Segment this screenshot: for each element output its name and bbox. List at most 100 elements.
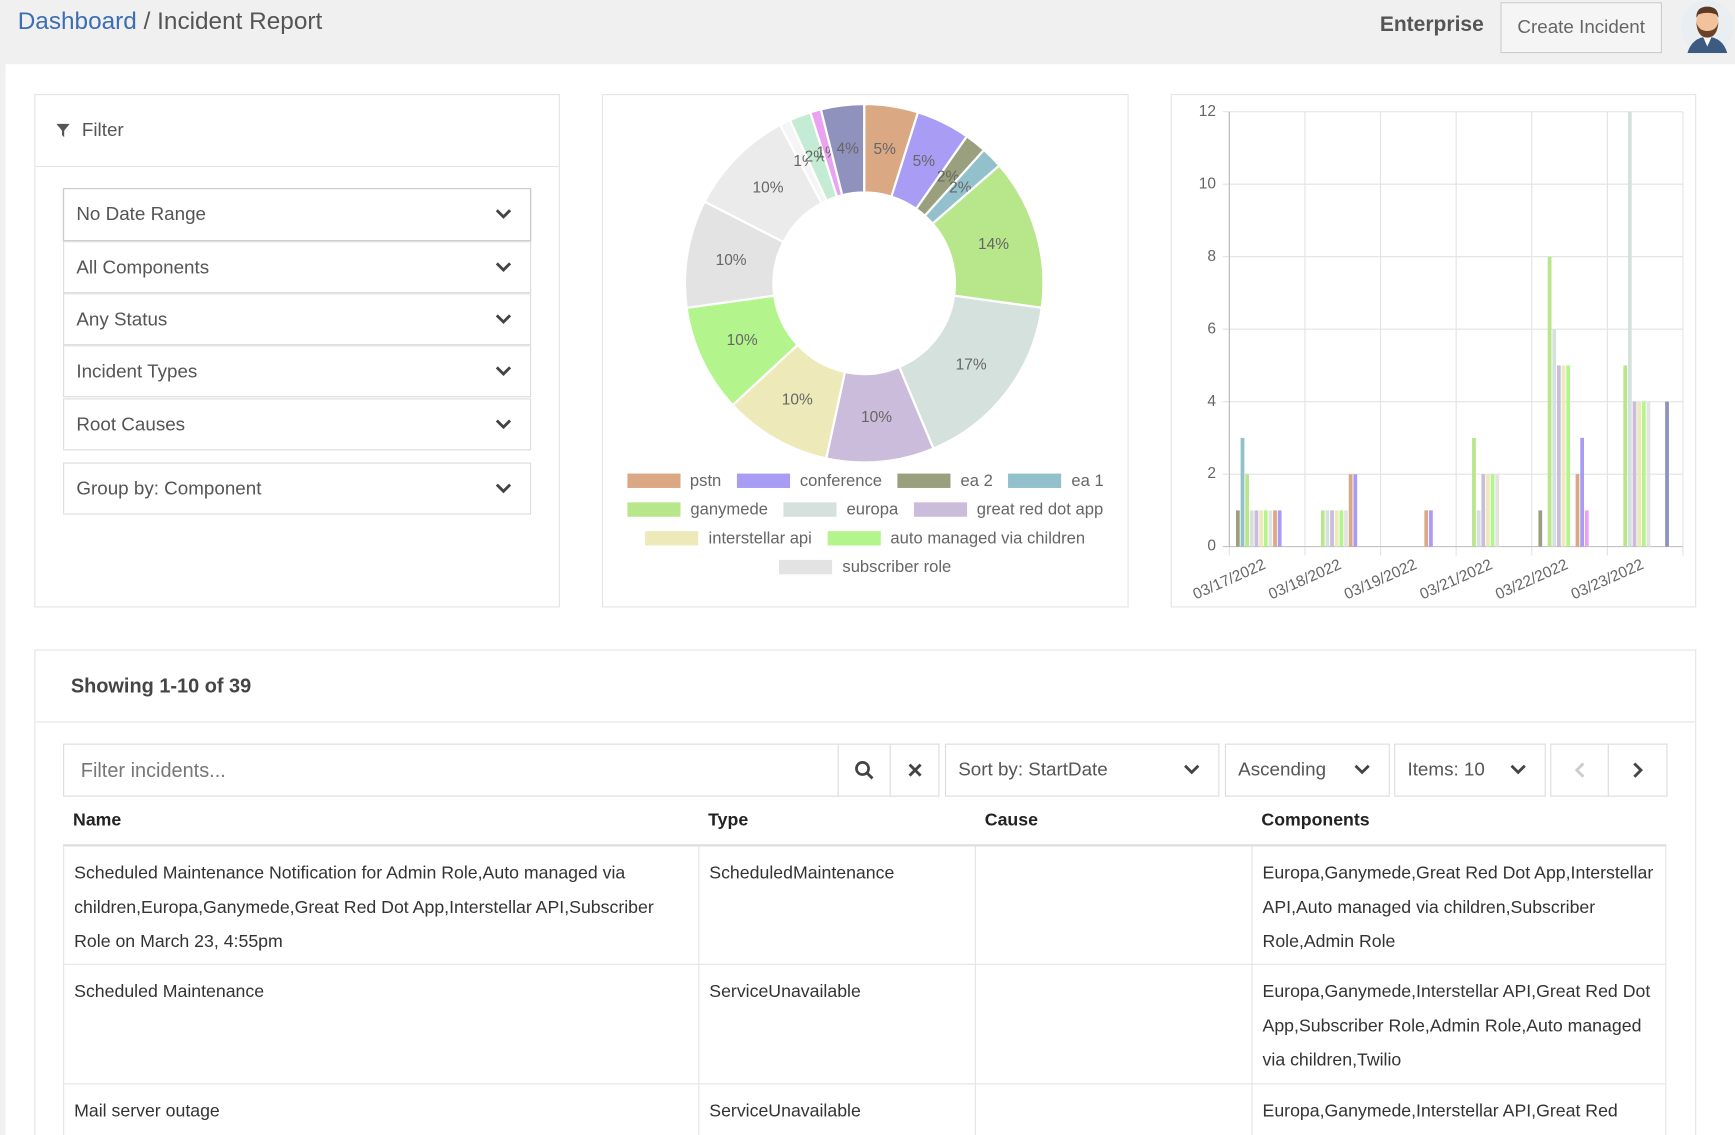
bar — [1476, 510, 1481, 547]
cell-border — [698, 846, 700, 964]
y-tick-label: 12 — [1199, 103, 1216, 120]
slice-label: 5% — [913, 153, 936, 170]
bar — [1263, 510, 1268, 547]
create-button[interactable]: Create Incident — [1500, 2, 1662, 54]
table-cell: Europa,Ganymede,Interstellar API,Great R… — [1262, 982, 1651, 1070]
table-cell: Mail server outage — [74, 1102, 220, 1121]
divider — [35, 721, 1696, 723]
filter-select-text: Any Status — [76, 308, 168, 330]
y-tick-label: 4 — [1207, 393, 1216, 410]
search-input[interactable]: Filter incidents... — [63, 743, 839, 797]
slice-label: 2% — [949, 180, 972, 197]
cell-border — [1251, 1084, 1253, 1135]
chevron — [495, 313, 512, 324]
bar — [1277, 510, 1282, 547]
legend-label: ea 2 — [960, 471, 993, 491]
chevron-icon — [495, 209, 512, 219]
search-button[interactable] — [837, 743, 891, 797]
slice-label: 14% — [978, 236, 1009, 253]
legend-label: subscriber role — [842, 557, 952, 577]
sort-select[interactable]: Sort by: StartDate — [944, 743, 1220, 797]
legend-label: conference — [799, 471, 882, 491]
cell-border — [974, 1084, 976, 1135]
slice-label: 5% — [873, 141, 896, 158]
bar — [1561, 365, 1566, 547]
bar — [1268, 510, 1273, 547]
y-tick-label: 10 — [1199, 175, 1216, 192]
avatar[interactable] — [1680, 0, 1734, 54]
bar — [1320, 510, 1325, 547]
table-cell: Scheduled Maintenance Notification for A… — [74, 864, 654, 952]
bar — [1325, 510, 1330, 547]
legend-item: conference — [736, 471, 882, 491]
legend-swatch — [779, 559, 833, 575]
bar — [1334, 510, 1339, 547]
legend-swatch — [736, 473, 790, 488]
filter-select[interactable]: No Date Range — [63, 188, 532, 242]
sort-text: Sort by: StartDate — [958, 759, 1108, 781]
filter-select-text: No Date Range — [76, 203, 207, 225]
table-row[interactable]: Mail server outage ServiceUnavailable Euro… — [63, 1084, 1667, 1135]
table-cell: Europa,Ganymede,Great Red Dot App,Inters… — [1262, 864, 1654, 952]
table-row[interactable]: Scheduled Maintenance ServiceUnavailable E… — [63, 964, 1667, 1085]
table-cell: ServiceUnavailable — [709, 982, 861, 1002]
bar — [1547, 256, 1552, 547]
bar — [1240, 437, 1245, 547]
divider — [35, 165, 559, 168]
list-card: Showing 1-10 of 39 — [34, 649, 1697, 1135]
bar — [1627, 111, 1632, 547]
bar — [1259, 510, 1263, 547]
legend-swatch — [627, 502, 681, 517]
table-row[interactable]: Scheduled Maintenance Notification for A… — [63, 846, 1667, 965]
filter-select[interactable]: Any Status — [63, 293, 532, 346]
bar — [1632, 401, 1637, 547]
chevron — [495, 209, 512, 219]
legend-swatch — [913, 502, 967, 517]
bar-chart: 02468101203/17/202203/18/202203/19/20220… — [1191, 103, 1684, 603]
legend-swatch — [645, 531, 699, 546]
legend: pstn conference ea 2 ea 1 ganymede europa grea… — [614, 471, 1116, 576]
clear-button[interactable] — [889, 743, 940, 797]
breadcrumb-link[interactable]: Dashboard — [17, 6, 137, 35]
bar — [1348, 474, 1353, 547]
order-select[interactable]: Ascending — [1224, 743, 1390, 797]
prev-button[interactable] — [1550, 743, 1609, 797]
bar — [1495, 474, 1500, 547]
cell-border — [1251, 964, 1253, 1084]
group-select[interactable]: Group by: Component — [63, 462, 532, 515]
chevron-icon — [495, 313, 512, 324]
column-header: Name — [73, 811, 122, 830]
donut-card: 5% 5% 2% 2% 14% 17% 10% 10% 10% 10% 10% 1% 2% 1% 4% ps… — [601, 94, 1129, 608]
bar — [1623, 365, 1628, 547]
legend-label: great red dot app — [976, 500, 1104, 519]
bar — [1486, 474, 1490, 547]
filter-select-text: Incident Types — [76, 360, 198, 382]
filter-select[interactable]: All Components — [63, 241, 532, 294]
items-select[interactable]: Items: 10 — [1394, 743, 1546, 797]
chevron-icon — [495, 261, 512, 272]
next-button[interactable] — [1607, 743, 1668, 797]
legend-label: ganymede — [690, 500, 768, 519]
legend-item: pstn — [626, 471, 721, 490]
legend-item: auto managed via children — [827, 529, 1085, 548]
chevron-icon — [495, 418, 512, 429]
cell-border — [698, 964, 700, 1084]
filter-select[interactable]: Root Causes — [63, 398, 532, 451]
y-tick-label: 8 — [1207, 248, 1216, 265]
bar — [1273, 510, 1277, 547]
filter-select[interactable]: Incident Types — [63, 345, 532, 398]
slice-label: 10% — [753, 180, 784, 197]
bar — [1249, 510, 1254, 547]
filter-icon — [56, 123, 70, 138]
bar — [1353, 474, 1358, 547]
y-tick-label: 2 — [1207, 465, 1216, 482]
donut-slice — [897, 294, 1044, 451]
legend-label: ea 1 — [1071, 471, 1104, 491]
bar — [1637, 401, 1642, 547]
legend-item: europa — [783, 500, 898, 519]
items-text: Items: 10 — [1407, 759, 1485, 781]
bar — [1566, 365, 1571, 547]
